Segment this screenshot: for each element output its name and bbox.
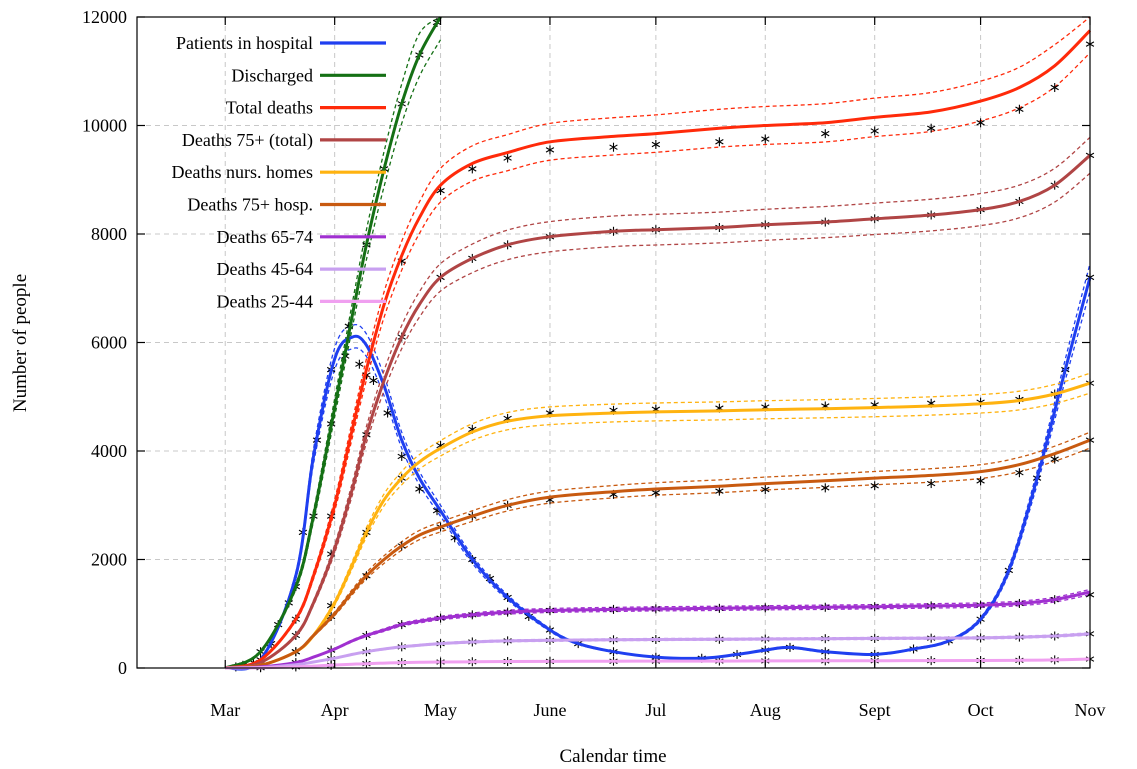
x-tick-label: Nov xyxy=(1075,700,1106,720)
observed-marker-total-deaths xyxy=(976,118,985,128)
legend-label-deaths-nurs-homes: Deaths nurs. homes xyxy=(172,162,313,182)
x-tick-label: Oct xyxy=(968,700,994,720)
y-tick-label: 0 xyxy=(118,658,127,678)
series-line-deaths-nurs-homes xyxy=(225,381,1091,670)
x-tick-label: Apr xyxy=(321,700,349,720)
band-upper-deaths-75-total xyxy=(225,136,1091,669)
observed-data-markers xyxy=(231,17,1095,673)
y-tick-label: 10000 xyxy=(82,116,127,136)
observed-marker-patients-in-hospital xyxy=(369,375,378,385)
x-tick-label: Aug xyxy=(750,700,781,720)
observed-marker-total-deaths xyxy=(545,145,555,155)
observed-marker-total-deaths xyxy=(503,153,512,163)
observed-marker-total-deaths xyxy=(715,137,724,147)
band-upper-deaths-75-hosp xyxy=(225,431,1091,669)
series-line-deaths-75-total xyxy=(224,154,1091,670)
observed-marker-deaths-75-hosp xyxy=(976,476,985,486)
legend-label-deaths-25-44: Deaths 25-44 xyxy=(217,291,313,311)
x-tick-label: May xyxy=(424,700,457,720)
y-tick-label: 6000 xyxy=(91,333,127,353)
band-lower-deaths-75-total xyxy=(225,172,1091,669)
observed-marker-total-deaths xyxy=(821,129,830,139)
band-lower-discharged xyxy=(224,39,442,669)
observed-marker-deaths-75-hosp xyxy=(1015,468,1024,478)
observed-marker-deaths-75-hosp xyxy=(1050,454,1059,464)
legend-label-deaths-75-total: Deaths 75+ (total) xyxy=(182,130,313,151)
observed-marker-patients-in-hospital xyxy=(397,451,406,461)
observed-marker-patients-in-hospital xyxy=(383,408,392,418)
observed-marker-total-deaths xyxy=(651,139,661,149)
series-line-deaths-75-hosp xyxy=(225,438,1091,670)
legend-label-total-deaths: Total deaths xyxy=(226,98,313,118)
legend-label-discharged: Discharged xyxy=(231,65,313,85)
confidence-bands xyxy=(224,16,1091,670)
band-upper-deaths-nurs-homes xyxy=(225,372,1091,669)
y-tick-label: 12000 xyxy=(82,7,127,27)
x-tick-label: Sept xyxy=(859,700,891,720)
observed-marker-total-deaths xyxy=(926,123,936,133)
observed-marker-total-deaths xyxy=(1050,83,1059,93)
observed-marker-total-deaths xyxy=(468,164,477,174)
observed-marker-deaths-75-hosp xyxy=(926,479,936,489)
series-line-deaths-65-74 xyxy=(225,590,1091,670)
grid-lines xyxy=(137,17,1090,668)
x-tick-label: June xyxy=(533,700,566,720)
series-line-deaths-45-64 xyxy=(225,632,1091,670)
observed-marker-total-deaths xyxy=(870,126,879,136)
series-line-patients-in-hospital xyxy=(224,277,1092,671)
observed-marker-deaths-75-hosp xyxy=(870,481,879,491)
observed-marker-patients-in-hospital xyxy=(415,484,424,494)
x-axis-title: Calendar time xyxy=(559,746,666,767)
series-line-total-deaths xyxy=(224,29,1092,670)
y-axis-title: Number of people xyxy=(10,274,31,412)
observed-marker-deaths-75-hosp xyxy=(821,483,830,493)
series-line-deaths-25-44 xyxy=(225,657,1091,670)
axis-ticks: 0 2000 4000 6000 8000 10000 12000 Mar Apr May June… xyxy=(82,7,1106,720)
legend-label-deaths-75-hosp: Deaths 75+ hosp. xyxy=(187,195,313,215)
y-tick-label: 2000 xyxy=(91,550,127,570)
legend-label-deaths-45-64: Deaths 45-64 xyxy=(217,259,313,279)
band-upper-total-deaths xyxy=(225,16,1091,669)
observed-marker-total-deaths xyxy=(761,134,770,144)
y-tick-label: 8000 xyxy=(91,224,127,244)
observed-marker-deaths-75-hosp xyxy=(715,486,724,496)
observed-marker-patients-in-hospital xyxy=(355,359,364,369)
y-tick-label: 4000 xyxy=(91,441,127,461)
observed-marker-total-deaths xyxy=(1015,104,1024,114)
observed-marker-deaths-75-hosp xyxy=(761,485,770,495)
x-tick-label: Mar xyxy=(210,700,240,720)
legend: Patients in hospital Discharged Total deat… xyxy=(172,33,386,311)
observed-marker-total-deaths xyxy=(609,142,618,152)
x-tick-label: Jul xyxy=(645,700,666,720)
series-line-discharged xyxy=(224,16,442,670)
legend-label-deaths-65-74: Deaths 65-74 xyxy=(217,227,313,247)
legend-label-patients-in-hospital: Patients in hospital xyxy=(176,33,313,53)
band-lower-deaths-nurs-homes xyxy=(225,392,1091,669)
